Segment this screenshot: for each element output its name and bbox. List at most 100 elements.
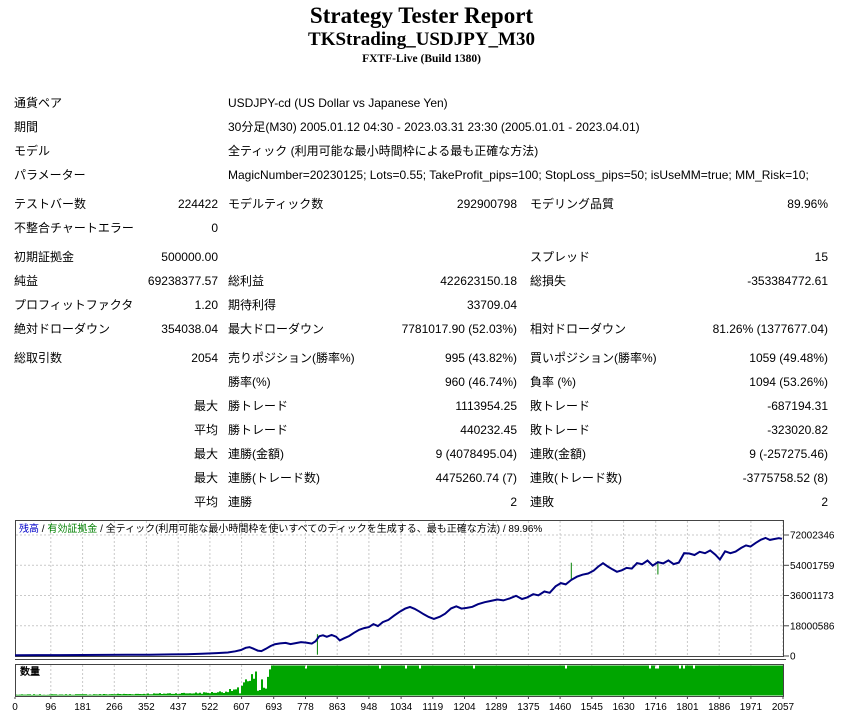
info-value: 全ティック (利用可能な最小時間枠による最も正確な方法) xyxy=(228,144,539,159)
stat-value: 69238377.57 xyxy=(147,274,218,289)
stat-label: 最大ドローダウン xyxy=(228,322,325,337)
svg-text:863: 863 xyxy=(329,702,346,713)
stat-label: モデルティック数 xyxy=(228,197,324,212)
stat-label: 絶対ドローダウン xyxy=(14,322,111,337)
svg-text:693: 693 xyxy=(265,702,282,713)
svg-text:352: 352 xyxy=(138,702,155,713)
volume-bars xyxy=(15,665,783,696)
svg-text:54001759: 54001759 xyxy=(790,561,835,572)
stat-label: 相対ドローダウン xyxy=(530,322,627,337)
x-axis-labels: 0 96 181 266 352 437 522 607 693 778 863 948 1034 111… xyxy=(12,697,795,713)
server-build: FXTF-Live (Build 1380) xyxy=(362,53,481,66)
svg-text:18000586: 18000586 xyxy=(790,621,835,632)
y-axis-labels: 0 18000586 36001173 54001759 72002346 xyxy=(784,531,835,663)
svg-text:948: 948 xyxy=(361,702,378,713)
stat-value: 15 xyxy=(814,250,828,265)
page-title: Strategy Tester Report xyxy=(309,3,534,28)
svg-text:607: 607 xyxy=(233,702,250,713)
svg-text:1375: 1375 xyxy=(517,702,540,713)
svg-text:1119: 1119 xyxy=(422,702,443,713)
stat-row: 純益 69238377.57 総利益 422623150.18 総損失 -35338477… xyxy=(14,269,829,293)
stat-row: 平均 勝トレード 440232.45 敗トレード -323020.82 xyxy=(14,418,829,442)
stat-value: 2 xyxy=(510,495,517,510)
stat-label: 期待利得 xyxy=(228,298,277,313)
stat-row: 勝率(%) 960 (46.74%) 負率 (%) 1094 (53.26%) xyxy=(14,370,829,394)
stat-value: 1094 (53.26%) xyxy=(749,375,828,390)
chart-grid xyxy=(16,521,784,695)
stat-value: 422623150.18 xyxy=(440,274,517,289)
stat-value: 4475260.74 (7) xyxy=(435,471,517,486)
stat-row: 総取引数 2054 売りポジション(勝率%) 995 (43.82%) 買いポジション(… xyxy=(14,346,829,370)
volume-panel-label: 数量 xyxy=(20,665,40,678)
svg-text:181: 181 xyxy=(74,702,91,713)
stat-value: 2 xyxy=(821,495,828,510)
stat-value: 2054 xyxy=(191,351,218,366)
chart-axes xyxy=(15,520,786,697)
info-label: モデル xyxy=(14,144,51,159)
stat-value: 354038.04 xyxy=(161,322,218,337)
svg-text:36001173: 36001173 xyxy=(790,591,834,602)
stat-label: 不整合チャートエラー xyxy=(14,221,134,236)
stat-value: 9 (4078495.04) xyxy=(435,447,517,462)
balance-curve xyxy=(14,536,783,657)
stat-label: 連敗 xyxy=(530,495,555,510)
svg-text:1460: 1460 xyxy=(549,702,572,713)
svg-text:1204: 1204 xyxy=(453,702,476,713)
stat-label: 敗トレード xyxy=(530,423,591,438)
stat-row: テストバー数 224422 モデルティック数 292900798 モデリング品質 89.9… xyxy=(14,192,829,216)
svg-text:1289: 1289 xyxy=(485,702,508,713)
stat-row: 初期証拠金 500000.00 スプレッド 15 xyxy=(14,245,829,269)
expert-name: TKStrading_USDJPY_M30 xyxy=(308,29,535,51)
svg-text:1630: 1630 xyxy=(612,702,635,713)
svg-text:1886: 1886 xyxy=(708,702,731,713)
stat-value: 最大 xyxy=(193,447,218,462)
stat-value: 7781017.90 (52.03%) xyxy=(401,322,517,337)
stat-row: 最大 勝トレード 1113954.25 敗トレード -687194.31 xyxy=(14,394,829,418)
svg-text:0: 0 xyxy=(12,702,18,713)
stat-value: 最大 xyxy=(193,399,218,414)
stat-value: 500000.00 xyxy=(161,250,218,265)
stat-label: 連敗(金額) xyxy=(530,447,586,462)
stat-row: 絶対ドローダウン 354038.04 最大ドローダウン 7781017.90 (52.… xyxy=(14,317,829,341)
stat-row: 最大 連勝(金額) 9 (4078495.04) 連敗(金額) 9 (-257275.4… xyxy=(14,442,829,466)
stat-value: 81.26% (1377677.04) xyxy=(712,322,828,337)
svg-text:0: 0 xyxy=(790,652,796,663)
stat-row: 不整合チャートエラー 0 xyxy=(14,216,829,240)
stat-value: 1059 (49.48%) xyxy=(749,351,828,366)
stat-label: 初期証拠金 xyxy=(14,250,75,265)
svg-text:1034: 1034 xyxy=(390,702,413,713)
stat-label: 総利益 xyxy=(228,274,265,289)
stat-label: 総損失 xyxy=(530,274,567,289)
stat-value: 89.96% xyxy=(787,197,828,212)
stat-value: 1113954.25 xyxy=(455,399,517,414)
stat-value: 0 xyxy=(211,221,218,236)
report-table: 通貨ペア USDJPY-cd (US Dollar vs Japanese Yen… xyxy=(0,91,843,514)
stat-value: 9 (-257275.46) xyxy=(749,447,828,462)
report-header: Strategy Tester Report TKStrading_USDJPY… xyxy=(0,3,843,67)
stat-value: 960 (46.74%) xyxy=(444,375,517,390)
stat-value: -687194.31 xyxy=(767,399,828,414)
stat-row: 最大 連勝(トレード数) 4475260.74 (7) 連敗(トレード数) -37757… xyxy=(14,466,829,490)
info-row: パラメーター MagicNumber=20230125; Lots=0.55; T… xyxy=(14,163,829,187)
svg-text:96: 96 xyxy=(45,702,57,713)
info-value: 30分足(M30) 2005.01.12 04:30 - 2023.03.31 … xyxy=(228,120,640,135)
stat-value: 224422 xyxy=(177,197,218,212)
stat-label: 連勝(トレード数) xyxy=(228,471,320,486)
stat-label: テストバー数 xyxy=(14,197,87,212)
svg-text:437: 437 xyxy=(170,702,187,713)
stat-value: 440232.45 xyxy=(460,423,517,438)
svg-text:1971: 1971 xyxy=(740,702,763,713)
stat-value: 995 (43.82%) xyxy=(444,351,517,366)
svg-text:266: 266 xyxy=(106,702,123,713)
stat-value: -3775758.52 (8) xyxy=(742,471,828,486)
info-label: パラメーター xyxy=(14,168,86,183)
stat-label: 勝トレード xyxy=(228,399,289,414)
stat-row: 平均 連勝 2 連敗 2 xyxy=(14,490,829,514)
svg-text:72002346: 72002346 xyxy=(790,531,835,542)
stat-label: スプレッド xyxy=(530,250,591,265)
stat-label: 負率 (%) xyxy=(530,375,576,390)
svg-text:778: 778 xyxy=(297,702,314,713)
chart-legend: 残高 / 有効証拠金 / 全ティック(利用可能な最小時間枠を使いすべてのティック… xyxy=(19,522,542,535)
stat-value: 平均 xyxy=(193,423,218,438)
stat-value: 最大 xyxy=(193,471,218,486)
